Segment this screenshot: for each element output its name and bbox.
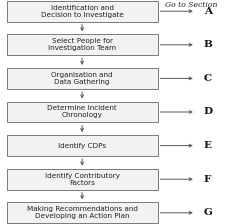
- Bar: [7, 34, 157, 55]
- Text: A: A: [204, 7, 212, 16]
- Text: F: F: [204, 175, 211, 184]
- Text: Select People for
Investigation Team: Select People for Investigation Team: [48, 38, 116, 51]
- Text: Identify CDPs: Identify CDPs: [58, 143, 106, 149]
- Text: E: E: [204, 141, 212, 150]
- Text: Determine Incident
Chronology: Determine Incident Chronology: [47, 106, 117, 118]
- Text: C: C: [204, 74, 212, 83]
- Text: Organisation and
Data Gathering: Organisation and Data Gathering: [51, 72, 113, 85]
- Bar: [7, 135, 157, 156]
- Bar: [7, 102, 157, 122]
- Text: Making Recommendations and
Developing an Action Plan: Making Recommendations and Developing an…: [27, 206, 138, 219]
- Text: Identification and
Decision to Investigate: Identification and Decision to Investiga…: [41, 5, 124, 18]
- Bar: [7, 202, 157, 223]
- Text: Go to Section: Go to Section: [165, 1, 217, 9]
- Text: B: B: [204, 40, 212, 49]
- Text: G: G: [204, 208, 212, 217]
- Bar: [7, 1, 157, 22]
- Bar: [7, 68, 157, 89]
- Text: D: D: [204, 108, 213, 116]
- Bar: [7, 169, 157, 190]
- Text: Identify Contributory
Factors: Identify Contributory Factors: [45, 173, 120, 186]
